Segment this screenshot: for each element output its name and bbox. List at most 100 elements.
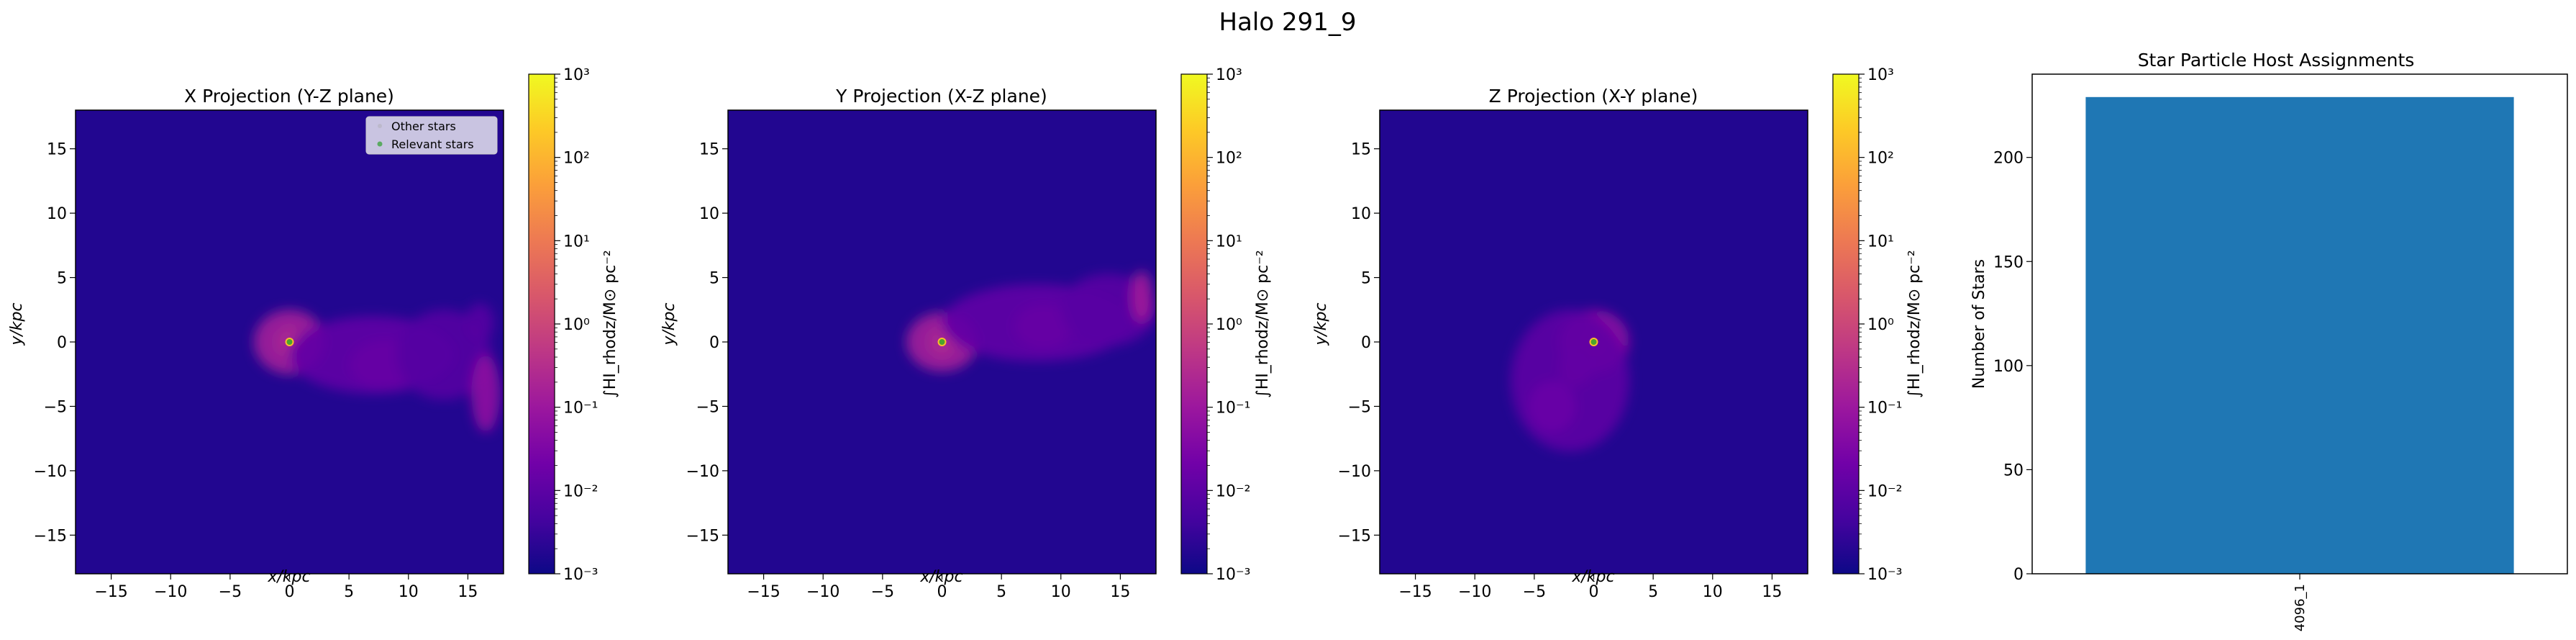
x-axis-ticks: −15 −10 −5 0 5 10 15 <box>747 574 1130 601</box>
x-axis-label: x/kpc <box>919 568 962 586</box>
legend-marker-other-stars <box>378 124 382 128</box>
x-tick-label: −10 <box>154 583 187 601</box>
y-tick-label: −15 <box>686 527 719 545</box>
colorbar-tick-label: 10¹ <box>563 233 590 251</box>
colorbar-tick-label: 10³ <box>1867 66 1894 84</box>
y-tick-label: 10 <box>47 205 67 223</box>
colorbar-tick-label: 10⁻³ <box>1216 566 1250 584</box>
y-tick-label: 10 <box>699 205 719 223</box>
x-tick-label: 5 <box>1648 583 1658 601</box>
y-tick-label: 15 <box>47 141 67 159</box>
colorbar-tick-label: 10⁻³ <box>1867 566 1902 584</box>
x-tick-label: 10 <box>399 583 419 601</box>
colorbar-label: ∫HI_rhodz/M⊙ pc⁻² <box>601 250 619 397</box>
panel-title: X Projection (Y-Z plane) <box>184 86 394 107</box>
colorbar-tick-label: 10⁻² <box>1216 482 1250 500</box>
x-tick-label: 5 <box>996 583 1006 601</box>
x-tick-label: −15 <box>747 583 780 601</box>
y-tick-label: −15 <box>1338 527 1371 545</box>
heatmap-x-projection <box>75 109 504 574</box>
x-tick-label: 10 <box>1051 583 1071 601</box>
y-axis-label: Number of Stars <box>1970 259 1988 389</box>
y-tick-label: −10 <box>1338 463 1371 481</box>
x-tick-label: −5 <box>1523 583 1546 601</box>
x-axis-label: x/kpc <box>1571 568 1614 586</box>
gas-density-blob <box>1131 271 1153 323</box>
x-tick-label: 0 <box>285 583 295 601</box>
x-axis-ticks: −15 −10 −5 0 5 10 15 <box>94 574 478 601</box>
colorbar-y-projection: 10⁻³ 10⁻² 10⁻¹ 10⁰ 10¹ 10² 10³ <box>1180 66 1250 584</box>
x-tick-label: −10 <box>806 583 839 601</box>
y-tick-label: 0 <box>57 334 67 352</box>
colorbar-tick-label: 10¹ <box>1867 233 1894 251</box>
gas-density-blob <box>465 303 494 342</box>
y-tick-label: 0 <box>709 334 719 352</box>
y-tick-label: 100 <box>1993 358 2024 376</box>
gas-density-blob <box>471 354 501 433</box>
y-axis-label: y/kpc <box>8 302 26 346</box>
relevant-stars-marker <box>286 339 293 345</box>
x-tick-label: 10 <box>1703 583 1723 601</box>
y-tick-label: −5 <box>696 398 719 416</box>
panel-y-projection: Y Projection (X-Z plane) −15 −10 −5 0 5 10 15 … <box>660 66 1272 601</box>
x-tick-label: −10 <box>1458 583 1491 601</box>
y-axis-ticks: −15 −10 −5 0 5 10 15 <box>34 141 76 545</box>
legend: Other stars Relevant stars <box>365 116 498 155</box>
colorbar-tick-label: 10² <box>563 150 590 168</box>
panel-title: Z Projection (X-Y plane) <box>1489 86 1698 107</box>
x-tick-label: 15 <box>458 583 478 601</box>
y-tick-label: 50 <box>2003 461 2024 479</box>
y-tick-label: 5 <box>709 270 719 288</box>
panel-title: Y Projection (X-Z plane) <box>835 86 1047 107</box>
y-axis-ticks: −15 −10 −5 0 5 10 15 <box>1338 141 1380 545</box>
colorbar-x-projection: 10⁻³ 10⁻² 10⁻¹ 10⁰ 10¹ 10² 10³ <box>528 66 598 584</box>
y-tick-label: −10 <box>686 463 719 481</box>
legend-entry-other-stars: Other stars <box>391 120 456 133</box>
y-tick-label: −15 <box>34 527 67 545</box>
relevant-stars-marker <box>1590 339 1597 345</box>
panel-z-projection: Z Projection (X-Y plane) −15 −10 −5 0 5 10 15 … <box>1312 66 1924 601</box>
panel-host-assignments: Star Particle Host Assignments 4096_1 0 50… <box>1970 50 2568 631</box>
bar <box>2085 96 2514 574</box>
colorbar-tick-label: 10⁰ <box>1216 316 1242 334</box>
x-tick-label: 15 <box>1762 583 1782 601</box>
y-tick-label: 15 <box>1351 141 1371 159</box>
x-tick-label: −15 <box>1398 583 1432 601</box>
x-tick-label: 4096_1 <box>2293 584 2308 631</box>
heatmap-y-projection <box>727 109 1157 574</box>
colorbar-tick-label: 10⁻² <box>563 482 598 500</box>
colorbar-tick-label: 10³ <box>563 66 590 84</box>
figure-suptitle: Halo 291_9 <box>1219 8 1357 37</box>
y-tick-label: 150 <box>1993 253 2024 271</box>
colorbar-tick-label: 10⁻³ <box>563 566 598 584</box>
colorbar-tick-label: 10² <box>1867 150 1894 168</box>
y-tick-label: 10 <box>1351 205 1371 223</box>
x-tick-label: 5 <box>344 583 354 601</box>
colorbar-gradient <box>528 73 555 574</box>
x-axis-label: x/kpc <box>267 568 310 586</box>
axes-frame <box>2031 73 2568 574</box>
y-tick-label: 5 <box>57 270 67 288</box>
y-axis-label: y/kpc <box>660 302 678 346</box>
y-tick-label: 5 <box>1361 270 1371 288</box>
y-tick-label: −10 <box>34 463 67 481</box>
y-axis-ticks: −15 −10 −5 0 5 10 15 <box>686 141 728 545</box>
y-tick-label: −5 <box>1348 398 1371 416</box>
x-tick-label: 0 <box>1589 583 1599 601</box>
x-axis-ticks: −15 −10 −5 0 5 10 15 <box>1398 574 1782 601</box>
y-tick-label: 200 <box>1993 150 2024 168</box>
relevant-stars-marker <box>939 339 945 345</box>
heatmap-z-projection <box>1379 109 1808 574</box>
colorbar-label: ∫HI_rhodz/M⊙ pc⁻² <box>1906 250 1924 397</box>
legend-marker-relevant-stars <box>377 141 383 147</box>
colorbar-tick-label: 10¹ <box>1216 233 1242 251</box>
colorbar-tick-label: 10² <box>1216 150 1242 168</box>
x-tick-label: −15 <box>94 583 127 601</box>
colorbar-tick-label: 10⁻¹ <box>563 400 598 418</box>
y-tick-label: −5 <box>44 398 67 416</box>
y-axis-label: y/kpc <box>1312 302 1330 346</box>
colorbar-z-projection: 10⁻³ 10⁻² 10⁻¹ 10⁰ 10¹ 10² 10³ <box>1832 66 1902 584</box>
legend-entry-relevant-stars: Relevant stars <box>391 138 474 151</box>
legend-box <box>365 116 498 155</box>
